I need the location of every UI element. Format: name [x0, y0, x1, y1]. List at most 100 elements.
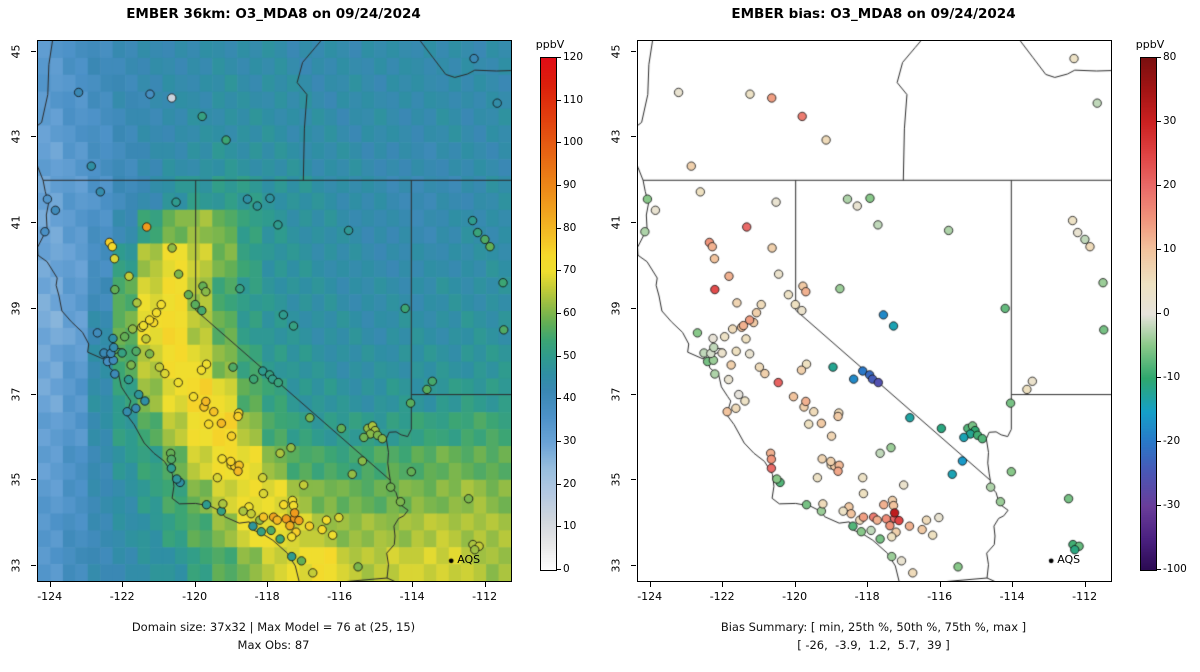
- colorbar-tick-label: 20: [1163, 179, 1177, 191]
- colorbar-tick-label: 70: [563, 264, 577, 277]
- colorbar-tick-mark: [1157, 249, 1161, 250]
- colorbar-tick-mark: [557, 398, 561, 400]
- colorbar-tick-label: 90: [563, 179, 577, 191]
- bias-caption-line1: Bias Summary: [ min, 25th %, 50th %, 75t…: [720, 620, 1027, 634]
- colorbar-tick-label: 40: [563, 392, 577, 405]
- x-axis-tick-mark: [412, 582, 414, 587]
- colorbar-tick-mark: [1157, 57, 1161, 58]
- model-map: [38, 41, 511, 581]
- y-axis-tick-label: 37: [609, 387, 623, 402]
- model-plot-area: AQS: [37, 40, 512, 582]
- colorbar-tick-label: 80: [1163, 51, 1177, 63]
- x-axis-tick-label: -118: [254, 590, 280, 603]
- colorbar-tick-mark: [557, 270, 561, 272]
- colorbar-tick-mark: [557, 142, 561, 144]
- colorbar-tick-mark: [557, 99, 561, 101]
- colorbar-tick-mark: [557, 57, 561, 58]
- y-axis-tick-label: 39: [609, 301, 623, 316]
- y-axis-tick-mark: [631, 222, 636, 224]
- colorbar-tick-mark: [557, 227, 561, 229]
- colorbar-tick-label: 0: [563, 563, 570, 575]
- colorbar-tick-mark: [1157, 569, 1161, 570]
- colorbar-tick-mark: [557, 526, 561, 528]
- x-axis-tick-mark: [1084, 582, 1086, 587]
- colorbar-tick-mark: [557, 441, 561, 442]
- colorbar-tick-label: 120: [563, 51, 584, 63]
- x-axis-tick-label: -116: [927, 590, 953, 603]
- aqs-legend-label: AQS: [457, 552, 481, 566]
- y-axis-tick-label: 41: [9, 215, 23, 230]
- colorbar-tick-label: -20: [1163, 435, 1181, 447]
- colorbar-tick-label: 80: [563, 221, 577, 234]
- colorbar-tick-mark: [1157, 505, 1161, 506]
- x-axis-tick-mark: [484, 582, 486, 587]
- x-axis-tick-label: -124: [637, 590, 663, 603]
- y-axis-tick-mark: [631, 565, 636, 566]
- bias-panel: EMBER bias: O3_MDA8 on 09/24/2024 AQS -1…: [600, 0, 1200, 672]
- y-axis-tick-mark: [31, 307, 36, 309]
- colorbar-tick-label: 20: [563, 477, 577, 490]
- colorbar-tick-mark: [557, 313, 561, 314]
- aqs-legend-label: AQS: [1057, 552, 1081, 566]
- y-axis-tick-label: 45: [609, 44, 623, 59]
- colorbar-tick-mark: [1157, 185, 1161, 186]
- colorbar-tick-mark: [1157, 441, 1161, 442]
- colorbar-tick-label: 60: [563, 307, 577, 319]
- bias-colorbar-unit: ppbV: [1135, 38, 1165, 51]
- colorbar-tick-mark: [557, 569, 561, 570]
- x-axis-tick-mark: [267, 582, 269, 587]
- model-title: EMBER 36km: O3_MDA8 on 09/24/2024: [126, 6, 421, 22]
- y-axis-tick-mark: [631, 479, 636, 481]
- colorbar-tick-mark: [557, 185, 561, 186]
- bias-colorbar-gradient: [1141, 58, 1156, 570]
- x-axis-tick-mark: [939, 582, 941, 587]
- colorbar-tick-mark: [1157, 377, 1161, 378]
- y-axis-tick-label: 39: [9, 301, 23, 316]
- x-axis-tick-label: -112: [1072, 590, 1098, 603]
- y-axis-tick-mark: [31, 136, 36, 138]
- model-panel: EMBER 36km: O3_MDA8 on 09/24/2024 AQS -1…: [9, 6, 584, 652]
- y-axis-tick-mark: [31, 479, 36, 481]
- colorbar-tick-label: 110: [563, 93, 584, 106]
- y-axis-tick-label: 33: [9, 558, 23, 573]
- x-axis-tick-label: -116: [327, 590, 353, 603]
- colorbar-tick-label: 50: [563, 349, 577, 362]
- model-colorbar-unit: ppbV: [535, 38, 565, 51]
- bias-map: [638, 41, 1111, 581]
- bias-plot-area: AQS: [637, 40, 1112, 582]
- y-axis-tick-label: 43: [9, 129, 23, 144]
- y-axis-tick-label: 35: [609, 472, 623, 487]
- colorbar-tick-label: 0: [1163, 307, 1170, 319]
- y-axis-tick-mark: [31, 222, 36, 224]
- colorbar-tick-mark: [557, 483, 561, 485]
- x-axis-tick-label: -114: [999, 590, 1025, 603]
- x-axis-tick-label: -122: [109, 590, 135, 603]
- x-axis-tick-mark: [722, 582, 724, 587]
- x-axis-tick-label: -122: [709, 590, 735, 603]
- colorbar-tick-label: -100: [1163, 563, 1187, 575]
- model-colorbar-gradient: [541, 58, 556, 570]
- colorbar-tick-label: 10: [1163, 243, 1177, 255]
- model-colorbar: [540, 57, 557, 571]
- bias-caption-line2: [ -26, -3.9, 1.2, 5.7, 39 ]: [797, 638, 950, 652]
- y-axis-tick-mark: [631, 307, 636, 309]
- bias-colorbar: [1140, 57, 1157, 571]
- y-axis-tick-mark: [631, 393, 636, 395]
- y-axis-tick-mark: [631, 136, 636, 138]
- x-axis-tick-mark: [339, 582, 341, 587]
- y-axis-tick-label: 43: [609, 129, 623, 144]
- y-axis-tick-label: 41: [609, 215, 623, 230]
- colorbar-tick-label: 100: [563, 136, 584, 149]
- x-axis-tick-mark: [122, 582, 124, 587]
- x-axis-tick-mark: [49, 582, 51, 587]
- model-caption-line1: Domain size: 37x32 | Max Model = 76 at (…: [131, 620, 416, 634]
- x-axis-tick-label: -120: [182, 590, 208, 603]
- colorbar-tick-mark: [1157, 121, 1161, 122]
- x-axis-tick-label: -124: [37, 590, 63, 603]
- colorbar-tick-label: 30: [1163, 115, 1177, 127]
- y-axis-tick-label: 35: [9, 472, 23, 487]
- x-axis-tick-mark: [867, 582, 869, 587]
- y-axis-tick-label: 33: [609, 558, 623, 573]
- colorbar-tick-label: -10: [1163, 371, 1181, 383]
